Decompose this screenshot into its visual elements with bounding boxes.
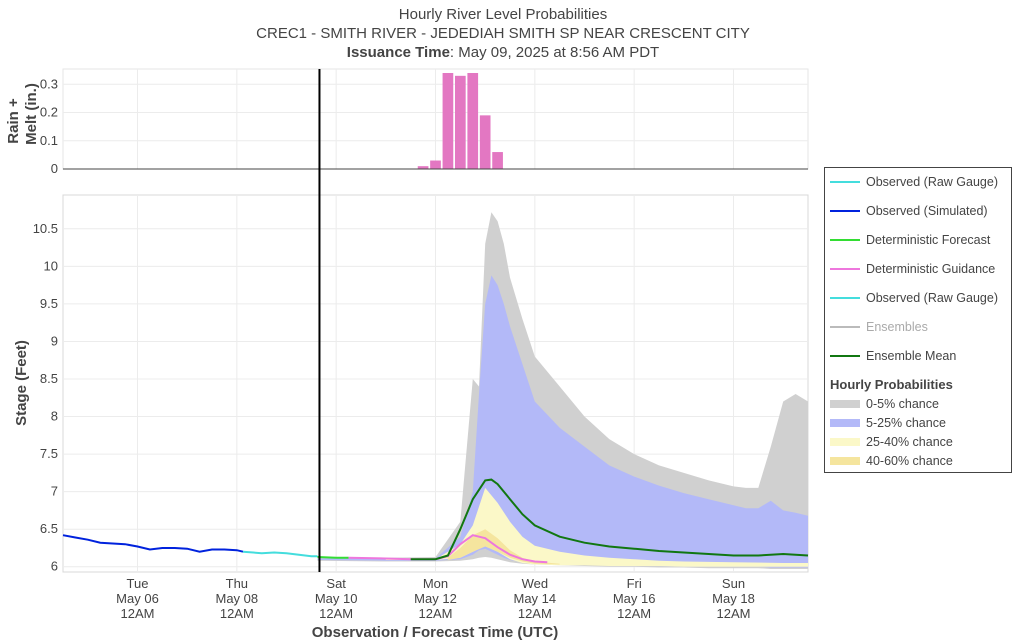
x-tick-time: 12AM: [717, 606, 751, 621]
x-tick-day: Sat: [326, 576, 346, 591]
x-tick-day: Mon: [423, 576, 448, 591]
legend-line-swatch: [830, 210, 860, 212]
observed-simulated-line: [62, 534, 244, 553]
legend-group-title: Hourly Probabilities: [830, 377, 953, 392]
legend-fill-item[interactable]: 5-25% chance: [830, 414, 946, 432]
x-tick-day: Wed: [522, 576, 549, 591]
x-tick-time: 12AM: [518, 606, 552, 621]
rain-bar: [467, 73, 479, 169]
rain-y-tick-label: 0.1: [40, 133, 58, 148]
legend-item-label: Deterministic Forecast: [866, 233, 991, 247]
legend-line-swatch: [830, 355, 860, 357]
issuance-value: : May 09, 2025 at 8:56 AM PDT: [450, 44, 659, 61]
legend-item[interactable]: Deterministic Guidance: [830, 260, 995, 278]
rain-bar: [442, 73, 454, 169]
x-axis-title: Observation / Forecast Time (UTC): [312, 624, 558, 641]
stage-panel: 6 6.5 7 7.5 8 8.5 9 9.5 10 10.5: [33, 194, 809, 574]
legend-line-swatch: [830, 297, 860, 299]
x-tick-day: Tue: [127, 576, 149, 591]
legend-fill-item[interactable]: 25-40% chance: [830, 433, 953, 451]
band-40-60-percent: [447, 529, 560, 565]
band-5-25-percent: [317, 275, 808, 568]
x-tick-date: May 12: [414, 591, 457, 606]
legend-item-label: Observed (Raw Gauge): [866, 175, 999, 189]
x-tick-date: May 10: [315, 591, 358, 606]
rain-y-tick-label: 0.3: [40, 76, 58, 91]
chart-title: Hourly River Level Probabilities: [399, 6, 607, 23]
stage-y-tick-label: 7.5: [40, 446, 58, 461]
x-tick-time: 12AM: [617, 606, 651, 621]
band-0-5-percent: [317, 212, 808, 570]
legend-item[interactable]: Deterministic Forecast: [830, 231, 990, 249]
stage-y-tick-label: 9.5: [40, 296, 58, 311]
legend-fill-swatch: [830, 400, 860, 408]
legend-item[interactable]: Observed (Simulated): [830, 202, 988, 220]
rain-bar: [479, 115, 491, 169]
x-tick-day: Thu: [226, 576, 248, 591]
x-tick-time: 12AM: [319, 606, 353, 621]
legend-line-swatch: [830, 239, 860, 241]
x-tick-time: 12AM: [419, 606, 453, 621]
observed-raw-gauge-line: [242, 550, 318, 558]
stage-y-tick-label: 9: [51, 333, 58, 348]
legend-fill-label: 0-5% chance: [866, 397, 939, 411]
rain-y-tick-label: 0: [51, 161, 58, 176]
stage-y-tick-label: 10: [44, 258, 58, 273]
legend-item-label: Ensemble Mean: [866, 349, 957, 363]
legend-fill-label: 40-60% chance: [866, 454, 953, 468]
legend-item[interactable]: Observed (Raw Gauge): [830, 289, 998, 307]
x-tick-date: May 08: [216, 591, 259, 606]
legend-fill-item[interactable]: 40-60% chance: [830, 452, 953, 470]
rain-bar: [454, 75, 466, 169]
issuance-label: Issuance Time: [347, 44, 450, 61]
x-tick-date: May 16: [613, 591, 656, 606]
stage-y-tick-label: 8: [51, 409, 58, 424]
x-tick-day: Fri: [627, 576, 642, 591]
legend-line-swatch: [830, 268, 860, 270]
rain-bar: [417, 166, 429, 169]
x-tick-date: May 18: [712, 591, 755, 606]
x-tick-day: Sun: [722, 576, 745, 591]
legend-line-swatch: [830, 181, 860, 183]
legend-item[interactable]: Ensembles: [830, 318, 928, 336]
rain-ylabel-line1: Rain +: [5, 98, 22, 144]
x-tick-time: 12AM: [121, 606, 155, 621]
ensemble-mean-line: [410, 478, 809, 561]
rain-ylabel-line2: Melt (in.): [23, 83, 40, 145]
x-tick-date: May 14: [514, 591, 557, 606]
legend-item-label: Observed (Raw Gauge): [866, 291, 999, 305]
stage-y-tick-label: 6: [51, 559, 58, 574]
legend-fill-swatch: [830, 457, 860, 465]
x-tick-date: May 06: [116, 591, 159, 606]
chart-subtitle: CREC1 - SMITH RIVER - JEDEDIAH SMITH SP …: [256, 25, 750, 42]
rain-panel: 0 0.1 0.2 0.3: [40, 68, 809, 176]
legend-fill-swatch: [830, 419, 860, 427]
legend-item[interactable]: Observed (Raw Gauge): [830, 173, 998, 191]
stage-y-tick-label: 10.5: [33, 221, 58, 236]
rain-bar: [430, 160, 441, 169]
legend-fill-swatch: [830, 438, 860, 446]
legend-fill-item[interactable]: 0-5% chance: [830, 395, 939, 413]
legend-item-label: Deterministic Guidance: [866, 262, 996, 276]
rain-bar: [492, 152, 503, 169]
stage-y-tick-label: 8.5: [40, 371, 58, 386]
issuance-time: Issuance Time: May 09, 2025 at 8:56 AM P…: [347, 44, 659, 61]
rain-y-tick-label: 0.2: [40, 105, 58, 120]
legend-item[interactable]: Ensemble Mean: [830, 347, 956, 365]
stage-y-tick-label: 6.5: [40, 521, 58, 536]
legend-item-label: Observed (Simulated): [866, 204, 988, 218]
legend-item-label: Ensembles: [866, 320, 928, 334]
legend-fill-label: 5-25% chance: [866, 416, 946, 430]
stage-y-tick-label: 7: [51, 484, 58, 499]
legend-fill-label: 25-40% chance: [866, 435, 953, 449]
legend-line-swatch: [830, 326, 860, 328]
stage-ylabel: Stage (Feet): [13, 340, 30, 426]
legend: Observed (Raw Gauge) Observed (Simulated)…: [824, 167, 1012, 473]
deterministic-forecast-line: [317, 556, 349, 559]
x-tick-time: 12AM: [220, 606, 254, 621]
